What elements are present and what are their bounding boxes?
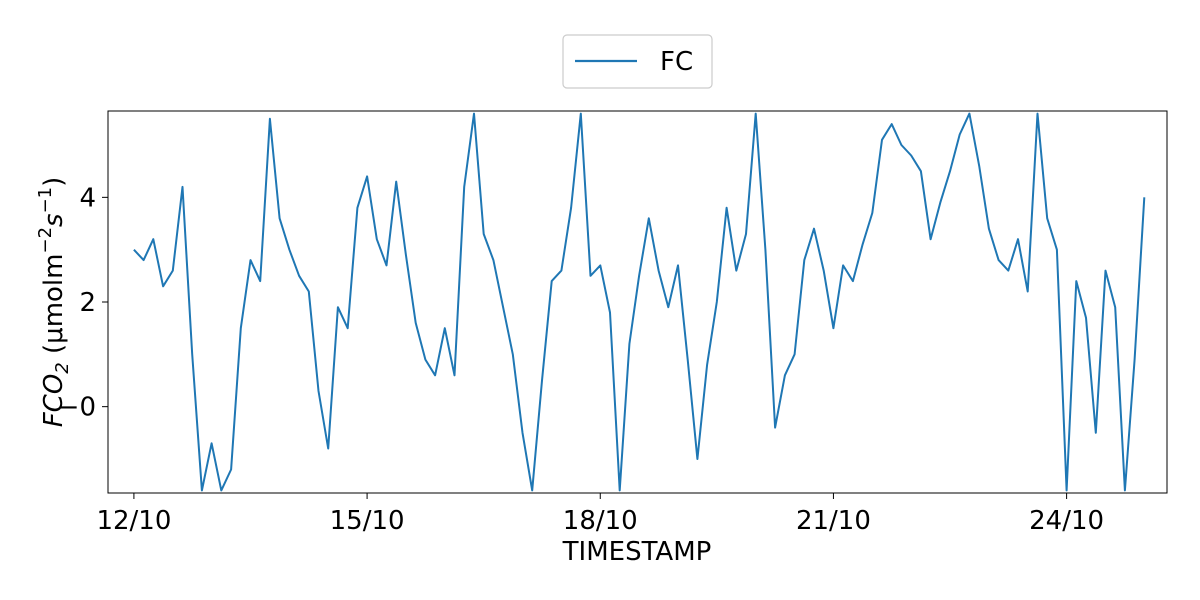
- y-tick-label: 2: [79, 288, 96, 318]
- x-tick-label: 18/10: [563, 506, 638, 536]
- legend-frame: [562, 34, 713, 89]
- x-axis-title: TIMESTAMP: [562, 537, 712, 567]
- plot-area: [107, 110, 1168, 494]
- legend-entry-label: FC: [660, 47, 693, 77]
- legend: FC: [562, 34, 713, 89]
- y-tick-label: 4: [79, 183, 96, 213]
- y-axis: −0 2 4: [58, 183, 108, 423]
- x-tick-label: 24/10: [1029, 506, 1104, 536]
- x-tick-label: 21/10: [796, 506, 871, 536]
- x-tick-label: 12/10: [96, 506, 171, 536]
- x-axis: 12/10 15/10 18/10 21/10 24/10: [96, 493, 1104, 536]
- y-tick-label: −0: [58, 393, 96, 423]
- series-line-fc: [133, 112, 1146, 492]
- x-tick-label: 15/10: [330, 506, 405, 536]
- y-axis-title: FCO2 (μmolm−2s−1): [35, 177, 73, 428]
